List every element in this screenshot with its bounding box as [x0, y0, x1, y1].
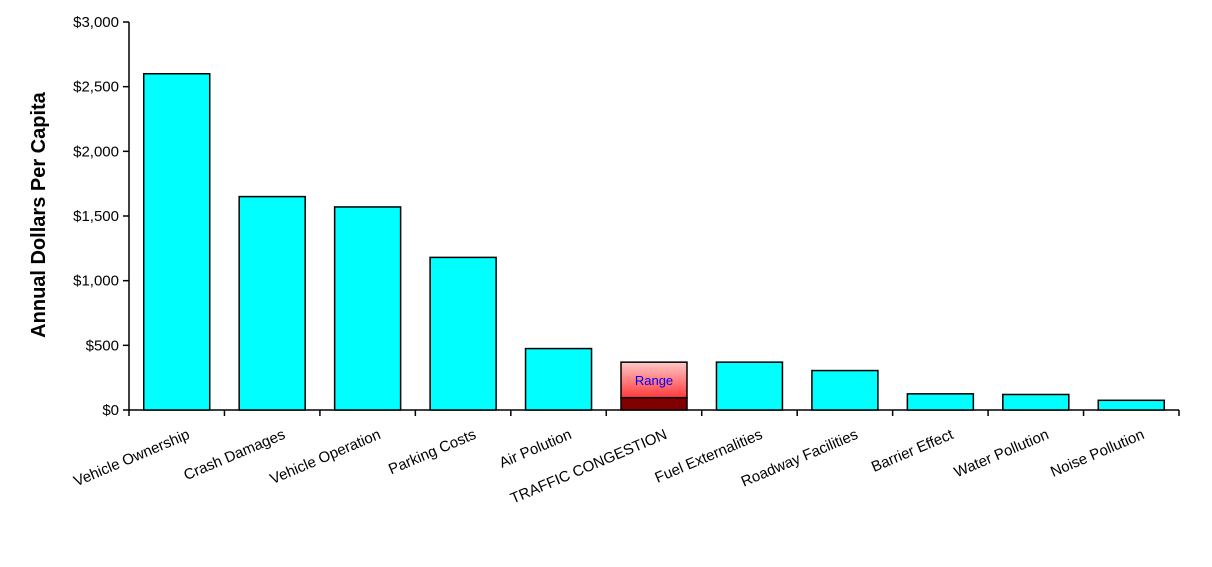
bar: [906, 393, 975, 411]
category-label: TRAFFIC CONGESTION: [508, 426, 670, 507]
bar: [715, 361, 784, 411]
bar: [524, 347, 593, 411]
y-axis: $0 $500 $1,000 $1,500 $2,000 $2,500 $3,000: [73, 14, 130, 419]
y-tick-label: $1,500: [73, 208, 119, 225]
y-tick-label: $2,000: [73, 143, 119, 160]
category-label: Barrier Effect: [869, 426, 957, 476]
category-label: Parking Costs: [386, 426, 479, 478]
y-tick-label: $3,000: [73, 14, 119, 31]
category-label: Water Pollution: [952, 426, 1052, 481]
y-axis-title: Annual Dollars Per Capita: [28, 91, 50, 337]
bar: [238, 195, 306, 411]
bar: [1097, 399, 1166, 411]
category-label: Vehicle Ownership: [71, 426, 192, 490]
category-label: Air Polution: [497, 426, 574, 472]
bar: [142, 72, 211, 411]
bar-range-lower: [620, 396, 688, 411]
category-label: Noise Pollution: [1048, 426, 1147, 481]
bar: [811, 369, 879, 411]
bar: [1002, 393, 1070, 411]
y-tick-label: $500: [86, 337, 119, 354]
y-tick-label: $0: [102, 402, 119, 419]
y-tick-label: $1,000: [73, 273, 119, 290]
y-tick-label: $2,500: [73, 79, 119, 96]
bar: [333, 206, 402, 411]
bar-range-upper: [620, 361, 688, 399]
bars: Range: [142, 72, 1166, 411]
x-axis: [128, 409, 1180, 416]
bar: [429, 256, 497, 411]
range-label: Range: [635, 373, 673, 388]
